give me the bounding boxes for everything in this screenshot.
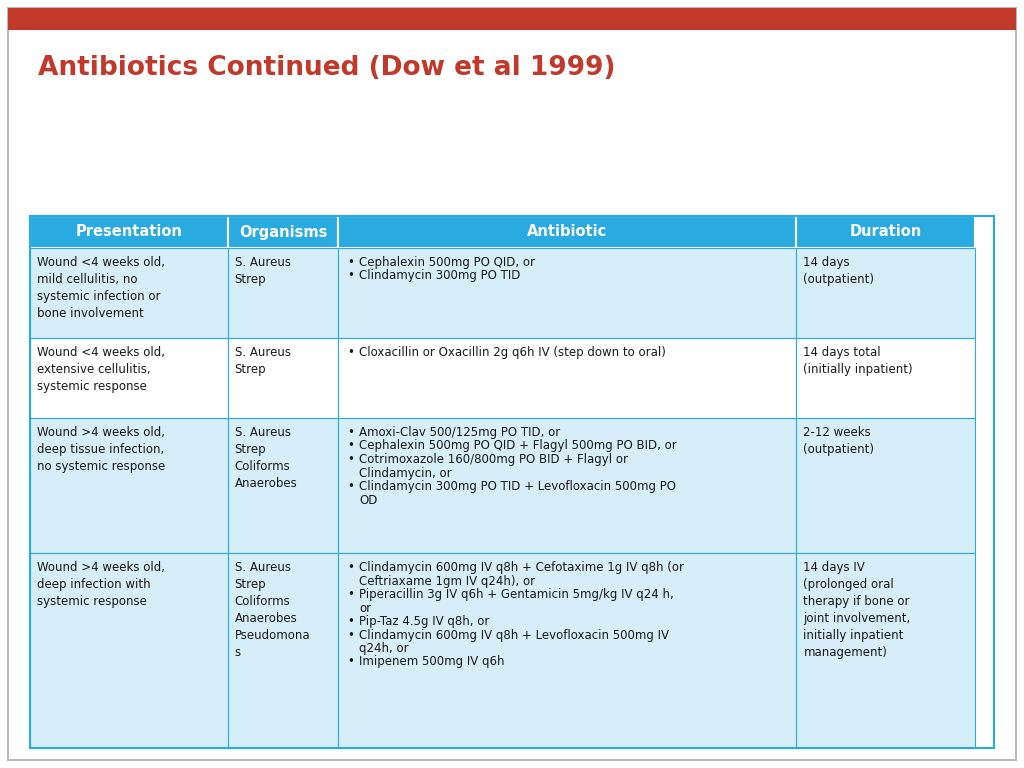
Bar [8,8,1016,30]
Text: Pip-Taz 4.5g IV q8h, or: Pip-Taz 4.5g IV q8h, or [359,615,489,628]
Text: •: • [347,426,354,439]
Bar [797,553,975,748]
Bar [30,338,227,418]
Bar [30,248,227,338]
Text: Antibiotics Continued (Dow et al 1999): Antibiotics Continued (Dow et al 1999) [38,55,615,81]
Text: Amoxi-Clav 500/125mg PO TID, or: Amoxi-Clav 500/125mg PO TID, or [359,426,561,439]
Text: S. Aureus
Strep
Coliforms
Anaerobes: S. Aureus Strep Coliforms Anaerobes [234,426,297,490]
Text: •: • [347,439,354,452]
Bar [339,418,797,553]
Text: 14 days IV
(prolonged oral
therapy if bone or
joint involvement,
initially inpat: 14 days IV (prolonged oral therapy if bo… [804,561,910,659]
Text: Clindamycin 300mg PO TID + Levofloxacin 500mg PO: Clindamycin 300mg PO TID + Levofloxacin … [359,480,677,493]
Text: 14 days
(outpatient): 14 days (outpatient) [804,256,874,286]
Text: •: • [347,346,354,359]
Bar [797,338,975,418]
Text: S. Aureus
Strep: S. Aureus Strep [234,346,291,376]
Text: Cephalexin 500mg PO QID + Flagyl 500mg PO BID, or: Cephalexin 500mg PO QID + Flagyl 500mg P… [359,439,677,452]
Text: Antibiotic: Antibiotic [527,224,607,240]
Text: Cephalexin 500mg PO QID, or: Cephalexin 500mg PO QID, or [359,256,536,269]
Bar [227,553,339,748]
Text: Clindamycin, or: Clindamycin, or [359,466,453,479]
Text: Clindamycin 600mg IV q8h + Levofloxacin 500mg IV: Clindamycin 600mg IV q8h + Levofloxacin … [359,628,670,641]
Bar [339,338,797,418]
Text: •: • [347,480,354,493]
Bar [30,216,227,248]
Text: Cloxacillin or Oxacillin 2g q6h IV (step down to oral): Cloxacillin or Oxacillin 2g q6h IV (step… [359,346,667,359]
Bar [339,248,797,338]
Bar [30,553,227,748]
Bar [339,216,797,248]
Text: •: • [347,256,354,269]
Bar [227,216,339,248]
Text: Duration: Duration [850,224,922,240]
Text: Cotrimoxazole 160/800mg PO BID + Flagyl or: Cotrimoxazole 160/800mg PO BID + Flagyl … [359,453,629,466]
Text: •: • [347,656,354,668]
Text: •: • [347,453,354,466]
Text: •: • [347,588,354,601]
Bar [797,216,975,248]
Text: Piperacillin 3g IV q6h + Gentamicin 5mg/kg IV q24 h,: Piperacillin 3g IV q6h + Gentamicin 5mg/… [359,588,674,601]
Text: Clindamycin 600mg IV q8h + Cefotaxime 1g IV q8h (or: Clindamycin 600mg IV q8h + Cefotaxime 1g… [359,561,684,574]
Bar [30,418,227,553]
Text: Wound <4 weeks old,
extensive cellulitis,
systemic response: Wound <4 weeks old, extensive cellulitis… [37,346,165,393]
Text: Presentation: Presentation [76,224,182,240]
Text: •: • [347,270,354,283]
Text: 2-12 weeks
(outpatient): 2-12 weeks (outpatient) [804,426,874,456]
Text: q24h, or: q24h, or [359,642,410,655]
Text: •: • [347,628,354,641]
Text: S. Aureus
Strep
Coliforms
Anaerobes
Pseudomona
s: S. Aureus Strep Coliforms Anaerobes Pseu… [234,561,310,659]
Bar [339,553,797,748]
Bar [797,248,975,338]
Text: Imipenem 500mg IV q6h: Imipenem 500mg IV q6h [359,656,505,668]
Text: or: or [359,601,372,614]
Text: Ceftriaxame 1gm IV q24h), or: Ceftriaxame 1gm IV q24h), or [359,574,536,588]
Text: Organisms: Organisms [239,224,328,240]
Text: •: • [347,615,354,628]
Bar [227,338,339,418]
Bar [227,248,339,338]
Text: Wound >4 weeks old,
deep tissue infection,
no systemic response: Wound >4 weeks old, deep tissue infectio… [37,426,165,473]
Text: 14 days total
(initially inpatient): 14 days total (initially inpatient) [804,346,913,376]
Text: S. Aureus
Strep: S. Aureus Strep [234,256,291,286]
Bar [227,418,339,553]
Text: •: • [347,561,354,574]
Text: OD: OD [359,494,378,507]
Bar [797,418,975,553]
Text: Wound <4 weeks old,
mild cellulitis, no
systemic infection or
bone involvement: Wound <4 weeks old, mild cellulitis, no … [37,256,165,320]
Bar [30,216,994,748]
Text: Wound >4 weeks old,
deep infection with
systemic response: Wound >4 weeks old, deep infection with … [37,561,165,608]
Text: Clindamycin 300mg PO TID: Clindamycin 300mg PO TID [359,270,521,283]
